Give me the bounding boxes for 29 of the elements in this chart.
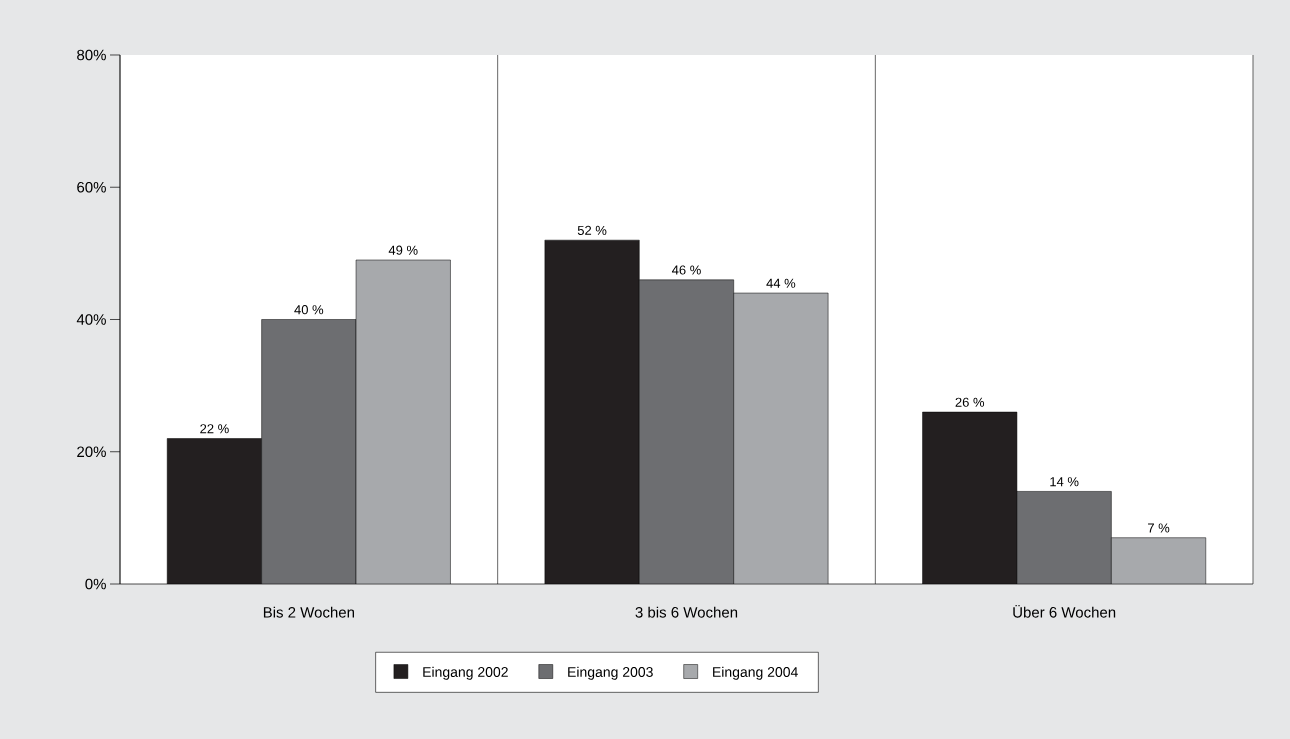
data-label: 22 %	[200, 424, 229, 434]
data-label: 49 %	[388, 245, 418, 255]
data-label: 14 %	[1050, 477, 1079, 487]
y-tick-label: 20%	[77, 446, 106, 458]
data-label: 7 %	[1148, 523, 1170, 533]
x-tick-label: Bis 2 Wochen	[263, 606, 354, 618]
x-tick-label: 3 bis 6 Wochen	[635, 606, 738, 618]
data-label: 52 %	[577, 225, 607, 235]
data-label: 44 %	[766, 278, 796, 288]
bar	[356, 259, 451, 584]
bar	[1111, 537, 1207, 584]
bar	[1016, 491, 1112, 584]
bar	[639, 279, 734, 584]
data-label: 26 %	[955, 397, 985, 407]
bar	[544, 240, 640, 584]
legend-label: Eingang 2002	[423, 666, 508, 680]
x-tick-label: Über 6 Wochen	[1013, 604, 1116, 618]
bar	[261, 319, 357, 584]
legend-label: Eingang 2003	[568, 666, 653, 680]
y-tick-label: 60%	[77, 181, 106, 193]
y-tick-label: 80%	[77, 49, 106, 61]
data-label: 46 %	[671, 265, 701, 275]
y-tick-label: 40%	[76, 314, 106, 325]
legend-label: Eingang 2004	[713, 666, 798, 680]
data-label: 40 %	[294, 305, 324, 315]
bar	[922, 411, 1018, 584]
bar	[733, 293, 829, 584]
bar	[167, 438, 262, 584]
y-tick-label: 0%	[85, 578, 106, 590]
